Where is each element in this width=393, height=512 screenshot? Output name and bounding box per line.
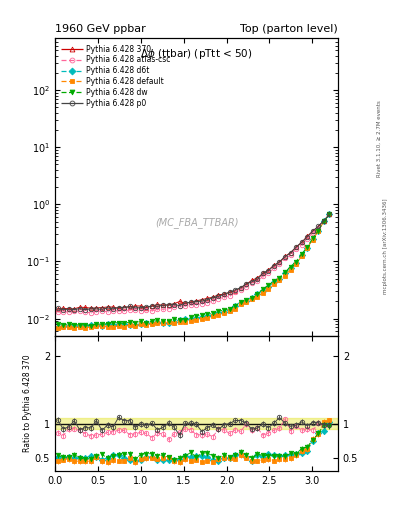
Text: mcplots.cern.ch [arXiv:1306.3436]: mcplots.cern.ch [arXiv:1306.3436] <box>383 198 387 293</box>
Text: (MC_FBA_TTBAR): (MC_FBA_TTBAR) <box>155 218 238 228</box>
Text: 1960 GeV ppbar: 1960 GeV ppbar <box>55 24 146 34</box>
Legend: Pythia 6.428 370, Pythia 6.428 atlas-csc, Pythia 6.428 d6t, Pythia 6.428 default: Pythia 6.428 370, Pythia 6.428 atlas-csc… <box>59 42 172 111</box>
Bar <box>55 418 338 429</box>
Text: Rivet 3.1.10, ≥ 2.7M events: Rivet 3.1.10, ≥ 2.7M events <box>377 100 382 177</box>
Text: $\Delta\phi$ (ttbar) (pTtt < 50): $\Delta\phi$ (ttbar) (pTtt < 50) <box>140 47 253 61</box>
Y-axis label: Ratio to Pythia 6.428 370: Ratio to Pythia 6.428 370 <box>23 355 32 452</box>
Text: Top (parton level): Top (parton level) <box>240 24 338 34</box>
